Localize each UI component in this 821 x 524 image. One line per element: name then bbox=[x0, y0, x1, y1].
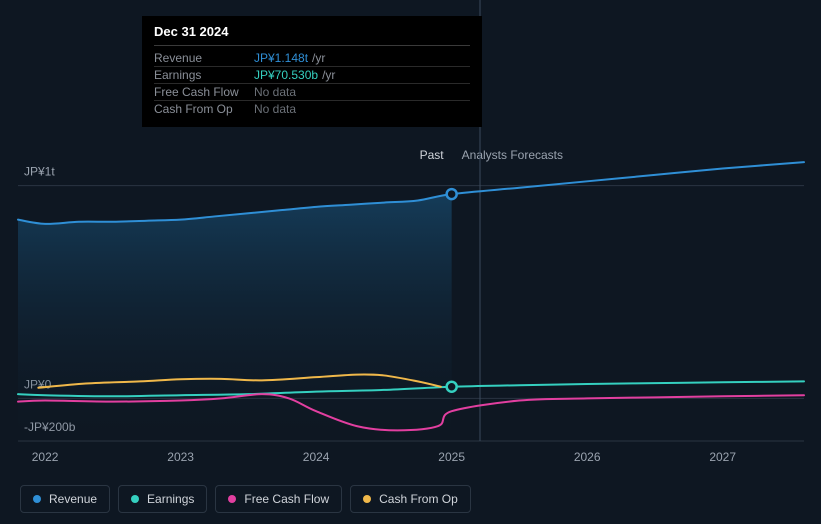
legend-dot bbox=[131, 495, 139, 503]
x-axis-label: 2024 bbox=[303, 450, 330, 464]
tooltip-row-unit: /yr bbox=[322, 68, 335, 82]
legend-label: Revenue bbox=[49, 492, 97, 506]
marker-earnings bbox=[447, 382, 457, 392]
tooltip-row: RevenueJP¥1.148t/yr bbox=[154, 50, 470, 67]
legend-item-earnings[interactable]: Earnings bbox=[118, 485, 207, 513]
tooltip-row-label: Cash From Op bbox=[154, 102, 254, 116]
tooltip-divider bbox=[154, 45, 470, 46]
x-axis-label: 2027 bbox=[709, 450, 736, 464]
tooltip-row-nodata: No data bbox=[254, 85, 296, 99]
tooltip-row: Cash From OpNo data bbox=[154, 101, 470, 117]
tooltip-row-label: Free Cash Flow bbox=[154, 85, 254, 99]
legend-label: Free Cash Flow bbox=[244, 492, 329, 506]
y-axis-label: JP¥1t bbox=[24, 165, 55, 179]
tooltip-row-unit: /yr bbox=[312, 51, 325, 65]
tooltip-row-label: Earnings bbox=[154, 68, 254, 82]
tooltip-row: Free Cash FlowNo data bbox=[154, 84, 470, 101]
tooltip-row-value: JP¥70.530b bbox=[254, 68, 318, 82]
past-label: Past bbox=[420, 148, 445, 162]
tooltip-row-nodata: No data bbox=[254, 102, 296, 116]
legend-item-fcf[interactable]: Free Cash Flow bbox=[215, 485, 342, 513]
legend-label: Earnings bbox=[147, 492, 194, 506]
forecast-label: Analysts Forecasts bbox=[462, 148, 563, 162]
legend-dot bbox=[33, 495, 41, 503]
x-axis-label: 2026 bbox=[574, 450, 601, 464]
marker-revenue bbox=[447, 189, 457, 199]
chart-tooltip: Dec 31 2024 RevenueJP¥1.148t/yrEarningsJ… bbox=[142, 16, 482, 127]
tooltip-date: Dec 31 2024 bbox=[154, 24, 470, 43]
legend-label: Cash From Op bbox=[379, 492, 458, 506]
legend-item-revenue[interactable]: Revenue bbox=[20, 485, 110, 513]
financials-chart: JP¥1tJP¥0-JP¥200bPastAnalysts Forecasts2… bbox=[0, 0, 821, 524]
tooltip-row-label: Revenue bbox=[154, 51, 254, 65]
x-axis-label: 2022 bbox=[32, 450, 59, 464]
legend-item-cfo[interactable]: Cash From Op bbox=[350, 485, 471, 513]
tooltip-row-value: JP¥1.148t bbox=[254, 51, 308, 65]
x-axis-label: 2023 bbox=[167, 450, 194, 464]
tooltip-row: EarningsJP¥70.530b/yr bbox=[154, 67, 470, 84]
past-area-fill bbox=[18, 194, 452, 441]
legend-dot bbox=[363, 495, 371, 503]
chart-legend: Revenue Earnings Free Cash Flow Cash From O… bbox=[20, 485, 471, 513]
x-axis-label: 2025 bbox=[438, 450, 465, 464]
legend-dot bbox=[228, 495, 236, 503]
